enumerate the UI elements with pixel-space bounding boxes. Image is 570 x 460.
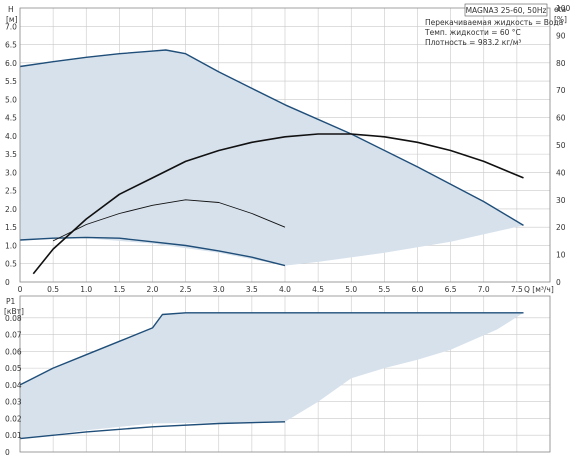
y-tick-label: 0: [5, 278, 10, 287]
y-tick-label: 7.0: [5, 22, 17, 31]
temperature-line: Темп. жидкости = 60 °C: [424, 28, 521, 37]
y2-tick-label: 40: [556, 168, 566, 177]
y-tick-label: 0.01: [5, 431, 22, 440]
y2-tick-label: 60: [556, 114, 566, 123]
head-efficiency-panel: 0 0.5 1.0 1.5 2.0 2.5 3.0 3.5 4.0 4.5 5.0 5.5 6.0 6.5…: [5, 4, 570, 294]
pump-title: MAGNA3 25-60, 50Hz: [466, 6, 547, 15]
y2-tick-label: 0: [556, 278, 561, 287]
y-tick-label: 0.07: [5, 331, 22, 340]
x-tick-label: 7.0: [478, 285, 490, 294]
y2-tick-label: 80: [556, 59, 566, 68]
y-tick-label: 0.03: [5, 398, 22, 407]
x-tick-label: 1.0: [80, 285, 92, 294]
x-axis-label: Q [м³/ч]: [524, 285, 554, 294]
performance-curve: [19, 236, 286, 267]
y2-axis-unit: [%]: [554, 15, 567, 24]
y-tick-label: 6.5: [5, 41, 17, 50]
performance-curve: [19, 421, 286, 440]
y-tick-label: 0.04: [5, 381, 22, 390]
x-tick-label: 3.0: [213, 285, 225, 294]
power-panel: 0 0.01 0.02 0.03 0.04 0.05 0.06 0.07 0.08 P1[кВт]: [4, 295, 551, 457]
y-tick-label: 2.0: [5, 205, 17, 214]
y-axis-unit: [м]: [6, 15, 18, 24]
y2-tick-label: 100: [556, 4, 570, 13]
y-tick-label: 5.0: [5, 95, 17, 104]
x-tick-label: 1.5: [113, 285, 125, 294]
x-tick-label: 4.5: [312, 285, 324, 294]
legend-box: MAGNA3 25-60, 50Hz Перекачиваемая жидкос…: [424, 3, 563, 47]
y2-tick-label: 30: [556, 196, 566, 205]
y-tick-label: 1.0: [5, 241, 17, 250]
performance-curve: [19, 49, 524, 227]
power-axis-label: P1: [6, 297, 16, 306]
power-axis-unit: [кВт]: [4, 307, 24, 316]
y-tick-label: 5.5: [5, 77, 17, 86]
y-tick-label: 6.0: [5, 59, 17, 68]
x-tick-label: 2.5: [180, 285, 192, 294]
y2-tick-label: 70: [556, 86, 566, 95]
efficiency-curve: [32, 133, 524, 275]
y-tick-label: 0.08: [5, 314, 22, 323]
y-tick-label: 1.5: [5, 223, 17, 232]
fluid-line: Перекачиваемая жидкость = Вода: [425, 18, 563, 27]
x-tick-label: 6.5: [445, 285, 457, 294]
x-tick-label: 0: [18, 285, 23, 294]
x-tick-label: 4.0: [279, 285, 291, 294]
plot-frame: [19, 7, 551, 283]
operating-area: [20, 312, 524, 439]
y-tick-label: 3.5: [5, 150, 17, 159]
y2-tick-label: 20: [556, 223, 566, 232]
y-tick-label: 0.02: [5, 414, 22, 423]
y-tick-label: 4.5: [5, 114, 17, 123]
x-tick-label: 6.0: [412, 285, 424, 294]
y2-tick-label: 10: [556, 251, 566, 260]
x-tick-label: 5.5: [378, 285, 390, 294]
density-line: Плотность = 983.2 кг/м³: [425, 38, 521, 47]
x-tick-label: 5.0: [345, 285, 357, 294]
y-tick-label: 0: [5, 448, 10, 457]
x-tick-label: 3.5: [246, 285, 258, 294]
y-tick-label: 4.0: [5, 132, 17, 141]
y2-tick-label: 90: [556, 31, 566, 40]
y2-tick-label: 50: [556, 141, 566, 150]
x-tick-label: 2.0: [147, 285, 159, 294]
plot-frame: [19, 295, 551, 453]
y-tick-label: 0.05: [5, 364, 22, 373]
x-tick-label: 7.5: [511, 285, 523, 294]
y-tick-label: 2.5: [5, 187, 17, 196]
efficiency-curve: [52, 199, 286, 242]
performance-curve: [19, 312, 524, 386]
operating-area: [20, 50, 524, 266]
y-tick-label: 3.0: [5, 168, 17, 177]
pump-title-box: [464, 3, 548, 17]
y-axis-label: H: [8, 5, 14, 14]
y-tick-label: 0.06: [5, 347, 22, 356]
y-tick-label: 0.5: [5, 260, 17, 269]
y2-axis-label: eta: [554, 5, 566, 14]
x-tick-label: 0.5: [47, 285, 59, 294]
